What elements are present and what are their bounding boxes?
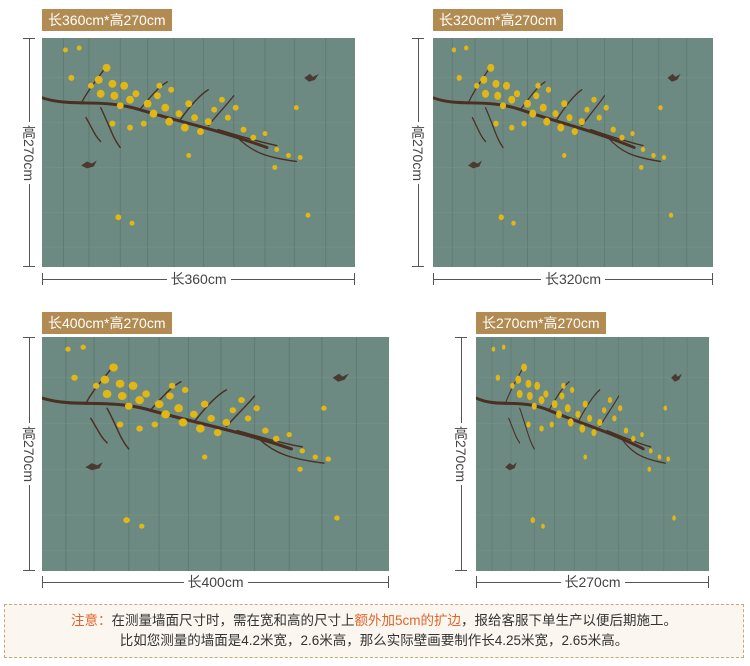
notice-line-1: 注意：在测量墙面尺寸时，需在宽和高的尺寸上额外加5cm的扩边，报给客服下单生产以… [5,611,743,631]
width-label: 长270cm [560,574,625,590]
notice-text-before: 在测量墙面尺寸时，需在宽和高的尺寸上 [111,613,355,628]
height-label: 高270cm [21,422,37,486]
width-dimension: 长360cm [42,271,355,287]
notice-highlight: 额外加5cm的扩边 [354,613,461,628]
height-label: 高270cm [21,121,37,184]
mural-preview-image [476,337,709,571]
height-label: 高270cm [453,422,469,486]
height-dimension: 高270cm [410,38,426,267]
measurement-notice: 注意：在测量墙面尺寸时，需在宽和高的尺寸上额外加5cm的扩边，报给客服下单生产以… [4,604,744,658]
width-label: 长360cm [166,271,231,287]
width-dimension: 长320cm [433,271,713,287]
notice-prefix: 注意： [70,613,112,628]
size-tag: 长270cm*高270cm [476,312,606,334]
width-label: 长400cm [183,574,248,590]
notice-line-2: 比如您测量的墙面是4.2米宽，2.6米高，那么实际壁画要制作长4.25米宽，2.… [119,633,629,648]
height-dimension: 高270cm [21,38,37,267]
height-dimension: 高270cm [21,337,37,571]
mural-preview-image [42,38,355,267]
width-dimension: 长400cm [42,574,389,590]
mural-preview-image [433,38,713,267]
size-tag: 长400cm*高270cm [42,312,172,334]
size-tag: 长320cm*高270cm [433,9,563,31]
width-dimension: 长270cm [476,574,709,590]
mural-preview-image [42,337,389,571]
height-label: 高270cm [410,121,426,184]
size-tag: 长360cm*高270cm [42,9,172,31]
height-dimension: 高270cm [453,337,469,571]
notice-text-after: ，报给客服下单生产以便后期施工。 [461,613,677,628]
width-label: 长320cm [540,271,606,287]
